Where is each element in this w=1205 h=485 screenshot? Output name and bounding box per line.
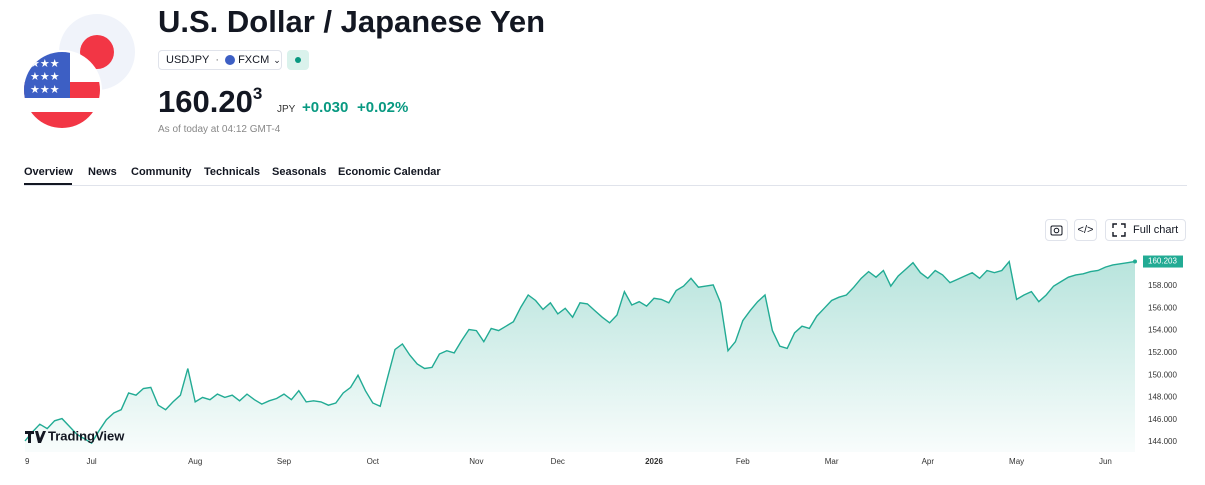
timestamp: As of today at 04:12 GMT-4 [158,124,281,135]
symbol: USDJPY [166,54,210,66]
title: U.S. Dollar / Japanese Yen [158,4,546,39]
price: 160.203 [158,84,262,120]
tab[interactable]: Economic Calendar [338,166,441,178]
x-tick-label: Dec [551,457,565,466]
y-tick-label: 146.000 [1148,415,1177,424]
price-line [24,260,1136,445]
x-tick-label: Sep [277,457,292,466]
tab-divider [24,185,1187,186]
full-chart-button[interactable]: Full chart [1105,219,1186,241]
tab[interactable]: Overview [24,166,73,178]
market-status[interactable] [287,50,309,70]
tab[interactable]: Community [131,166,192,178]
price-main: 160.20 [158,84,253,119]
y-tick-label: 152.000 [1148,348,1177,357]
tradingview-logo: TradingView [25,428,125,443]
last-price-box [1143,255,1183,268]
y-tick-label: 158.000 [1148,281,1177,290]
y-tick-label: 154.000 [1148,326,1177,335]
svg-text:★★★: ★★★ [30,84,60,96]
x-tick-label: Jul [86,457,96,466]
price-sup: 3 [252,84,263,103]
x-tick-label: Aug [188,457,202,466]
y-tick-label: 144.000 [1148,437,1177,446]
tab-underline [24,183,72,186]
symbol-selector[interactable]: USDJPY · FXCM ⌄ [158,50,282,70]
x-tick-label: 9 [25,457,30,466]
embed-button[interactable]: </> [1074,219,1097,241]
area-fill [25,261,1135,452]
x-tick-label: Mar [825,457,839,466]
tab[interactable]: Seasonals [272,166,327,178]
logo-text: TradingView [48,428,125,443]
x-tick-label: Nov [469,457,483,466]
x-tick-label: 2026 [645,457,663,466]
currency-flags: ★★★★★★★★★ [22,14,135,130]
y-tick-label: 148.000 [1148,393,1177,402]
y-tick-label: 150.000 [1148,370,1177,379]
tab[interactable]: Technicals [204,166,261,178]
exchange: FXCM [238,54,270,66]
svg-text:★★★: ★★★ [30,71,60,83]
x-tick-label: Jun [1099,457,1112,466]
snapshot-button[interactable] [1045,219,1068,241]
x-tick-label: Oct [367,457,380,466]
x-tick-label: Feb [736,457,750,466]
change-percent: +0.02% [357,99,409,116]
last-price-label: 160.203 [1148,257,1177,266]
x-tick-label: Apr [922,457,935,466]
x-tick-label: May [1009,457,1024,466]
y-tick-label: 156.000 [1148,303,1177,312]
svg-text:★★★: ★★★ [30,58,60,70]
change: +0.030 [302,99,349,116]
currency: JPY [277,104,296,115]
last-point [1133,259,1137,264]
tab[interactable]: News [88,166,117,178]
full-chart-label: Full chart [1133,224,1179,236]
